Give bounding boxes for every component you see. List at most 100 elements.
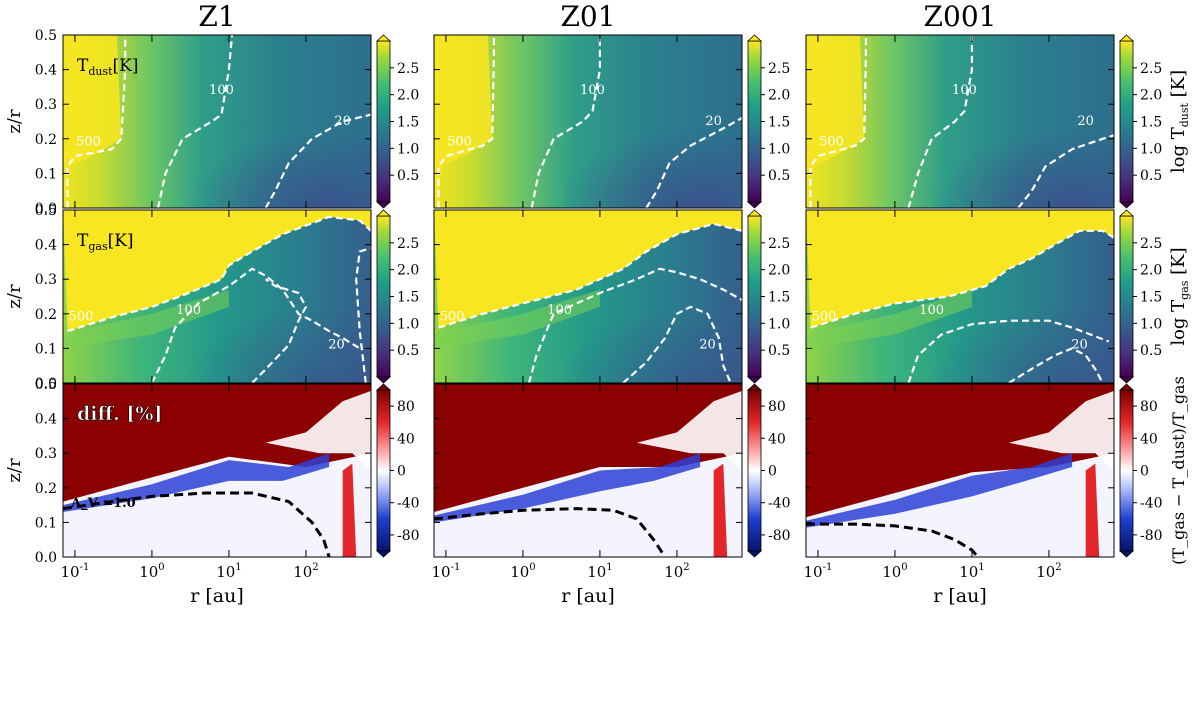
colorbar-tick-label: 1.5	[1140, 290, 1162, 306]
colorbar-extend-bottom	[1118, 201, 1135, 209]
colorbar-body	[376, 40, 391, 203]
colorbar-tick-label: -80	[397, 528, 420, 544]
contour-label-500: 500	[76, 135, 101, 150]
positive-streak	[1085, 463, 1100, 557]
x-axis-label: r [au]	[190, 585, 244, 607]
column-title-z001: Z001	[924, 0, 997, 33]
y-tick-label: 0.4	[35, 412, 57, 428]
colorbar-tick-label: 2.5	[1140, 236, 1162, 252]
colorbar-tick-label: 2.0	[397, 263, 419, 279]
colorbar-tick-label: 2.0	[768, 263, 790, 279]
x-tick-label: 102	[664, 562, 689, 581]
colorbar-tick-label: 1.0	[1140, 141, 1162, 157]
colorbar-extend-bottom	[746, 376, 763, 384]
av-contour	[63, 491, 331, 557]
colorbar-tick-label: -40	[768, 496, 791, 512]
contour-500	[438, 222, 742, 329]
colorbar-extend-bottom	[1118, 550, 1135, 558]
contour-20	[1008, 347, 1104, 383]
colorbar-r1-c2: 0.5 1.0 1.5 2.0 2.5	[1118, 209, 1162, 384]
colorbar-tick-label: 1.0	[397, 316, 419, 332]
colorbar-r0-c2: 0.5 1.0 1.5 2.0 2.5	[1118, 34, 1162, 209]
colorbar-tick-label: 0	[397, 464, 406, 480]
y-tick-label: 0.5	[35, 377, 57, 393]
cold-region	[63, 35, 371, 208]
contour-20	[645, 117, 742, 208]
colorbar-tick-label: 80	[768, 399, 786, 415]
positive-streak	[342, 463, 357, 557]
x-tick-label: 102	[293, 562, 318, 581]
contour-label-500: 500	[819, 135, 844, 150]
colorbar-tick-label: 1.5	[397, 115, 419, 131]
contour-label-20: 20	[699, 337, 716, 352]
panel-frame	[62, 383, 372, 558]
y-tick-label: 0.5	[35, 28, 57, 44]
contour-100	[907, 35, 973, 208]
y-tick-label: 0.1	[35, 166, 57, 182]
contour-500	[437, 35, 495, 208]
colorbar-tick-label: 40	[1140, 431, 1158, 447]
contour-label-20: 20	[705, 114, 722, 129]
contour-label-20: 20	[328, 337, 345, 352]
cold-region	[63, 210, 371, 383]
y-tick-label: 0.3	[35, 272, 57, 288]
contour-20	[622, 305, 732, 383]
contour-label-100: 100	[952, 83, 977, 98]
contour-label-20: 20	[334, 114, 351, 129]
contour-label-20: 20	[1071, 337, 1088, 352]
colorbar-tick-label: -40	[1140, 496, 1163, 512]
row-label-dust: Tdust[K]	[77, 56, 139, 78]
contour-500	[810, 229, 1114, 329]
colorbar-tick-label: 0.5	[1140, 168, 1162, 184]
colorbar-body	[376, 215, 391, 378]
x-tick-label: 10-1	[804, 562, 833, 581]
colorbar-extend-top	[1118, 34, 1135, 42]
colorbar-tick-label: 40	[768, 431, 786, 447]
x-axis-label: r [au]	[561, 585, 615, 607]
colorbar-extend-top	[375, 383, 392, 391]
colorbar-r2-c1: -80 -40 0 40 80	[746, 383, 791, 558]
y-tick-label: 0.1	[35, 515, 57, 531]
white-band	[265, 390, 371, 471]
panel-frame	[433, 383, 743, 558]
colorbar-extend-bottom	[1118, 376, 1135, 384]
y-tick-label: 0.5	[35, 203, 57, 219]
colorbar-extend-top	[1118, 209, 1135, 217]
contour-label-100: 100	[176, 303, 201, 318]
colorbar-r0-c0: 0.5 1.0 1.5 2.0 2.5	[375, 34, 419, 209]
colorbar-tick-label: 1.5	[768, 115, 790, 131]
colorbar-tick-label: 1.5	[397, 290, 419, 306]
colorbar-extend-top	[375, 209, 392, 217]
neutral-region	[806, 453, 1114, 557]
colorbar-tick-label: 2.5	[1140, 61, 1162, 77]
y-tick-label: 0.4	[35, 238, 57, 254]
colorbar-extend-top	[746, 34, 763, 42]
panel-r0-c2: 500 100 20	[805, 34, 1115, 209]
contour-20	[1017, 134, 1114, 208]
cold-region	[434, 210, 742, 383]
panel-frame	[805, 383, 1115, 558]
colorbar-tick-label: 80	[397, 399, 415, 415]
row-label-diff: diff. [%]	[77, 403, 162, 425]
x-tick-label: 101	[587, 562, 612, 581]
panel-frame	[805, 209, 1115, 384]
av-label: A_V =1.0	[70, 496, 136, 511]
colorbar-body	[747, 389, 762, 552]
panel-r1-c2: 500 100 20	[805, 209, 1115, 384]
colorbar-extend-top	[746, 383, 763, 391]
colorbar-tick-label: 2.5	[768, 236, 790, 252]
colorbar-tick-label: 1.0	[397, 141, 419, 157]
colorbar-r0-c1: 0.5 1.0 1.5 2.0 2.5	[746, 34, 790, 209]
x-tick-label: 100	[510, 562, 535, 581]
contour-100	[150, 267, 361, 383]
contour-20b	[355, 247, 371, 383]
colorbar-body	[747, 215, 762, 378]
contour-20	[264, 113, 371, 208]
y-tick-label: 0.1	[35, 341, 57, 357]
negative-band	[806, 453, 1073, 528]
colorbar-tick-label: 0.5	[768, 343, 790, 359]
contour-20	[251, 278, 308, 383]
x-tick-label: 101	[216, 562, 241, 581]
contour-500	[66, 35, 127, 208]
x-axis-label: r [au]	[933, 585, 987, 607]
